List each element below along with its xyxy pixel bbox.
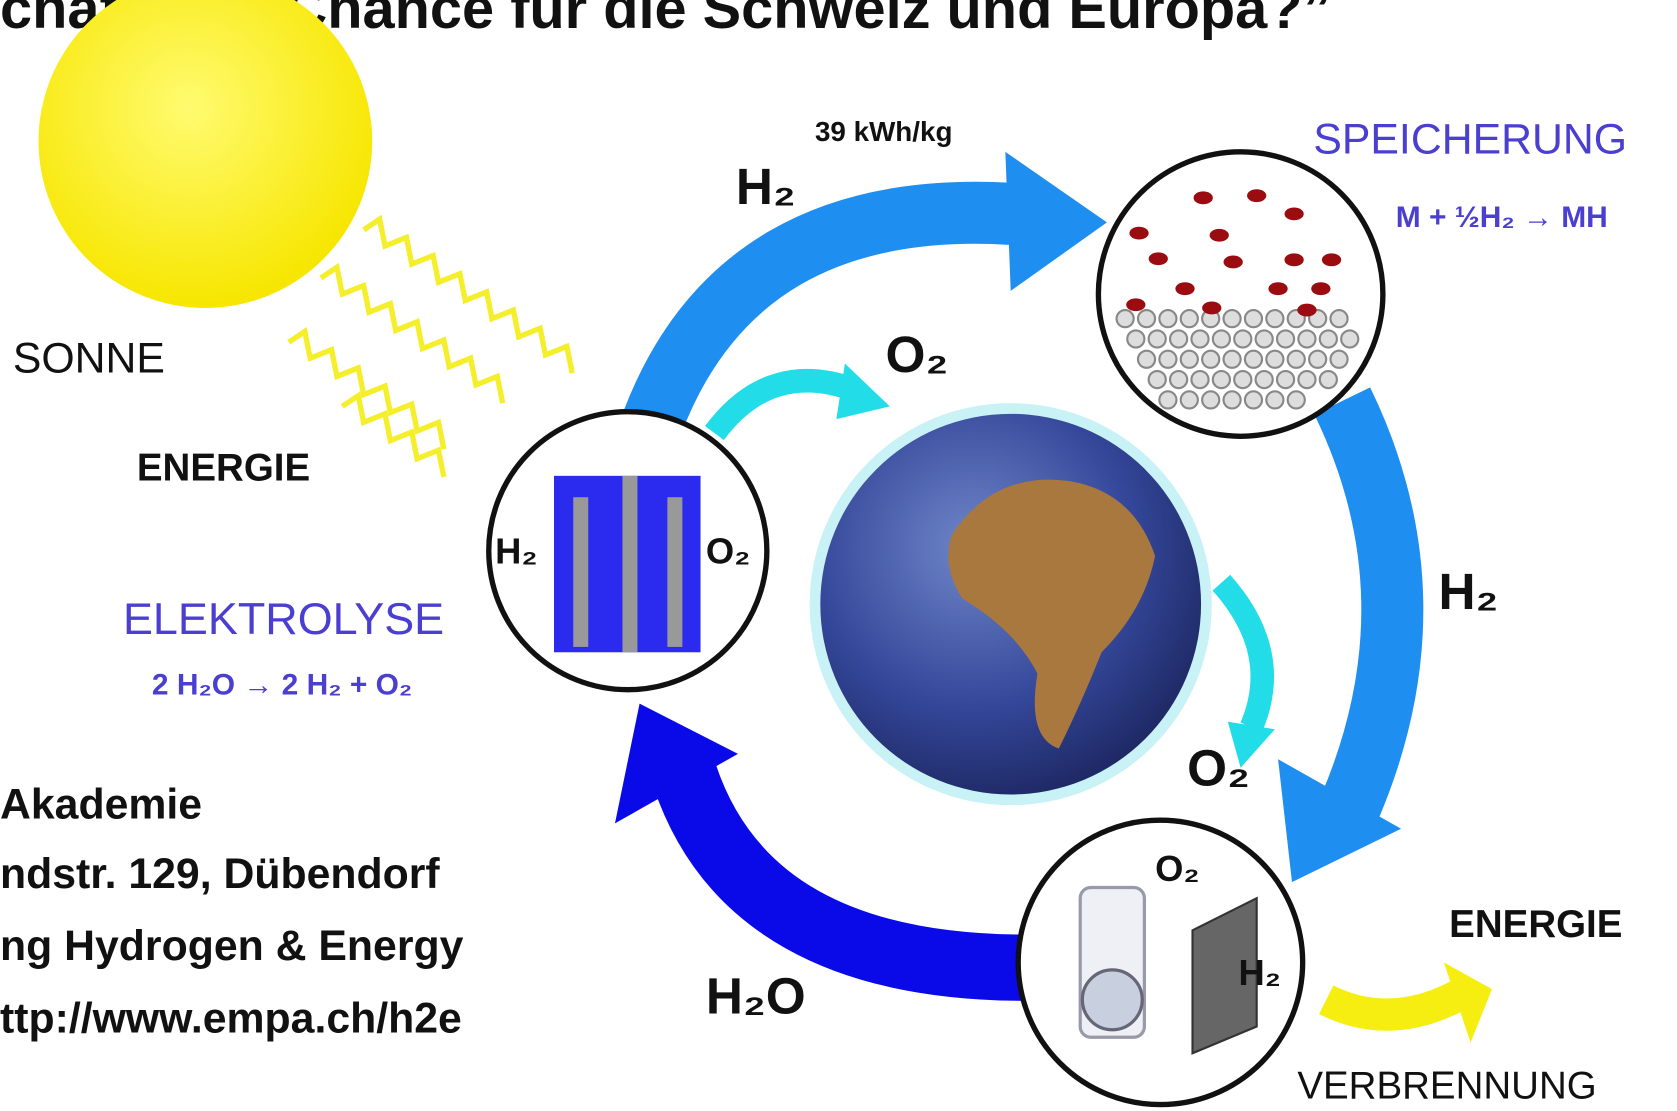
metal-atom	[1309, 351, 1326, 368]
metal-atom	[1170, 371, 1187, 388]
metal-atom	[1298, 330, 1315, 347]
sun-label: SONNE	[13, 335, 165, 383]
hydrogen-atom	[1322, 253, 1341, 266]
sun-rays	[289, 219, 572, 477]
metal-atom	[1288, 391, 1305, 408]
metal-atom	[1320, 330, 1337, 347]
metal-atom	[1277, 371, 1294, 388]
metal-atom	[1224, 391, 1241, 408]
diagram: chaftliche Chance für die Schweiz und Eu…	[0, 0, 1677, 1111]
footer-line: Akademie	[0, 781, 202, 829]
hydrogen-atom	[1284, 253, 1303, 266]
metal-atom	[1256, 330, 1273, 347]
hydrogen-arrow	[1342, 401, 1392, 807]
metal-atom	[1170, 330, 1187, 347]
membrane	[622, 476, 637, 652]
metal-atom	[1138, 310, 1155, 327]
cell-label: H₂	[495, 531, 537, 572]
metal-atom	[1234, 330, 1251, 347]
energy-out-arrow	[1326, 994, 1460, 1014]
cell-label: O₂	[1155, 848, 1199, 889]
metal-atom	[1117, 310, 1134, 327]
footer-line: ndstr. 129, Dübendorf	[0, 850, 440, 898]
metal-atom	[1159, 310, 1176, 327]
metal-atom	[1159, 391, 1176, 408]
hydrogen-atom	[1194, 191, 1213, 204]
metal-atom	[1256, 371, 1273, 388]
metal-atom	[1138, 351, 1155, 368]
arrow-head	[836, 364, 889, 420]
metal-atom	[1245, 310, 1262, 327]
hydrogen-atom	[1149, 252, 1168, 265]
energy-density: 39 kWh/kg	[815, 116, 952, 147]
metal-atom	[1181, 391, 1198, 408]
hydrogen-atom	[1268, 282, 1287, 295]
hydrogen-atom	[1297, 304, 1316, 317]
metal-atom	[1266, 391, 1283, 408]
arrow-label: H₂	[1438, 563, 1498, 620]
metal-atom	[1191, 371, 1208, 388]
electrolysis-equation: 2 H₂O → 2 H₂ + O₂	[152, 668, 412, 701]
electrode	[667, 497, 682, 647]
metal-atom	[1277, 330, 1294, 347]
metal-atom	[1245, 391, 1262, 408]
metal-atom	[1245, 351, 1262, 368]
metal-atom	[1341, 330, 1358, 347]
metal-atom	[1127, 330, 1144, 347]
arrow-label: H₂O	[706, 967, 806, 1024]
metal-atom	[1224, 351, 1241, 368]
electrode	[573, 497, 588, 647]
storage-cell	[1098, 152, 1382, 436]
storage-label: SPEICHERUNG	[1313, 116, 1627, 164]
electrolysis-label: ELEKTROLYSE	[123, 593, 444, 644]
metal-atom	[1288, 351, 1305, 368]
metal-atom	[1266, 310, 1283, 327]
metal-atom	[1213, 371, 1230, 388]
footer-line: ttp://www.empa.ch/h2e	[0, 994, 462, 1042]
arrow-label: H₂	[736, 158, 796, 215]
hydrogen-atom	[1210, 229, 1229, 242]
metal-atom	[1298, 371, 1315, 388]
arrow-head	[1005, 152, 1107, 291]
storage-equation: M + ½H₂ → MH	[1396, 201, 1608, 234]
metal-atom	[1202, 391, 1219, 408]
metal-atom	[1149, 330, 1166, 347]
hydrogen-atom	[1175, 282, 1194, 295]
metal-atom	[1213, 330, 1230, 347]
metal-atom	[1149, 371, 1166, 388]
metal-atom	[1181, 351, 1198, 368]
hydrogen-atom	[1129, 227, 1148, 240]
metal-atom	[1330, 310, 1347, 327]
cell-label: H₂	[1238, 952, 1280, 993]
cell-label: O₂	[706, 531, 750, 572]
crank	[1082, 970, 1142, 1030]
sun	[39, 0, 373, 308]
metal-atom	[1330, 351, 1347, 368]
hydrogen-atom	[1224, 256, 1243, 269]
hydrogen-atom	[1126, 298, 1145, 311]
metal-atom	[1202, 351, 1219, 368]
metal-atom	[1234, 371, 1251, 388]
oxygen-arrow	[714, 381, 855, 433]
metal-atom	[1320, 371, 1337, 388]
metal-atom	[1191, 330, 1208, 347]
metal-atom	[1181, 310, 1198, 327]
page: {"header": {"title": "chaftliche Chance …	[0, 0, 1677, 1111]
metal-atom	[1266, 351, 1283, 368]
metal-atom	[1159, 351, 1176, 368]
hydrogen-atom	[1247, 189, 1266, 202]
combustion-label: VERBRENNUNG	[1297, 1065, 1596, 1108]
arrow-label: O₂	[1187, 740, 1250, 797]
energy-in-label: ENERGIE	[137, 447, 310, 490]
hydrogen-atom	[1311, 282, 1330, 295]
footer-line: ng Hydrogen & Energy	[0, 922, 464, 970]
hydrogen-atom	[1202, 302, 1221, 315]
metal-atom	[1224, 310, 1241, 327]
water-arrow	[684, 775, 1026, 967]
oxygen-arrow	[1221, 583, 1262, 727]
energy-out-label: ENERGIE	[1449, 903, 1622, 946]
arrow-label: O₂	[886, 326, 949, 383]
hydrogen-atom	[1284, 207, 1303, 220]
